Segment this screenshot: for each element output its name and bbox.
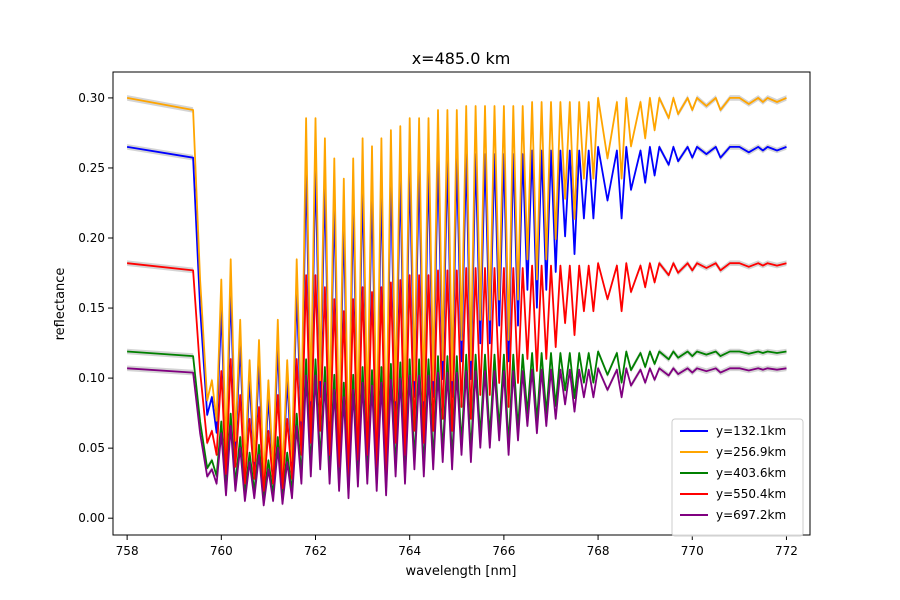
x-tick-label: 760	[210, 544, 233, 558]
x-tick-label: 770	[681, 544, 704, 558]
y-tick-label: 0.25	[78, 161, 105, 175]
legend-label: y=256.9km	[716, 445, 786, 459]
y-axis: 0.00 0.05 0.10 0.15 0.20 0.25 0.30	[78, 91, 113, 525]
y-tick-label: 0.15	[78, 301, 105, 315]
y-tick-label: 0.00	[78, 511, 105, 525]
x-tick-label: 766	[492, 544, 515, 558]
x-tick-label: 768	[587, 544, 610, 558]
x-tick-label: 758	[116, 544, 139, 558]
plot-frame	[112, 71, 811, 536]
legend-box	[671, 418, 804, 537]
y-axis-label: reflectance	[53, 268, 68, 341]
x-axis: 758 760 762 764 766 768 770 772	[116, 535, 798, 558]
series-line	[127, 262, 787, 492]
legend-label: y=697.2km	[716, 508, 786, 522]
x-tick-label: 762	[304, 544, 327, 558]
y-tick-label: 0.05	[78, 441, 105, 455]
legend: y=132.1km y=256.9km y=403.6km y=550.4km y=69…	[671, 418, 804, 537]
legend-label: y=550.4km	[716, 487, 786, 501]
y-tick-label: 0.20	[78, 231, 105, 245]
x-axis-label: wavelength [nm]	[406, 564, 517, 579]
series-lines	[126, 97, 787, 507]
plot-area	[112, 71, 811, 536]
x-tick-label: 764	[398, 544, 421, 558]
legend-label: y=403.6km	[716, 466, 786, 480]
legend-label: y=132.1km	[716, 424, 786, 438]
series-line	[127, 367, 787, 507]
x-tick-label: 772	[775, 544, 798, 558]
chart-title: x=485.0 km	[412, 49, 511, 68]
y-tick-label: 0.10	[78, 371, 105, 385]
series-line	[126, 97, 787, 483]
y-tick-label: 0.30	[78, 91, 105, 105]
